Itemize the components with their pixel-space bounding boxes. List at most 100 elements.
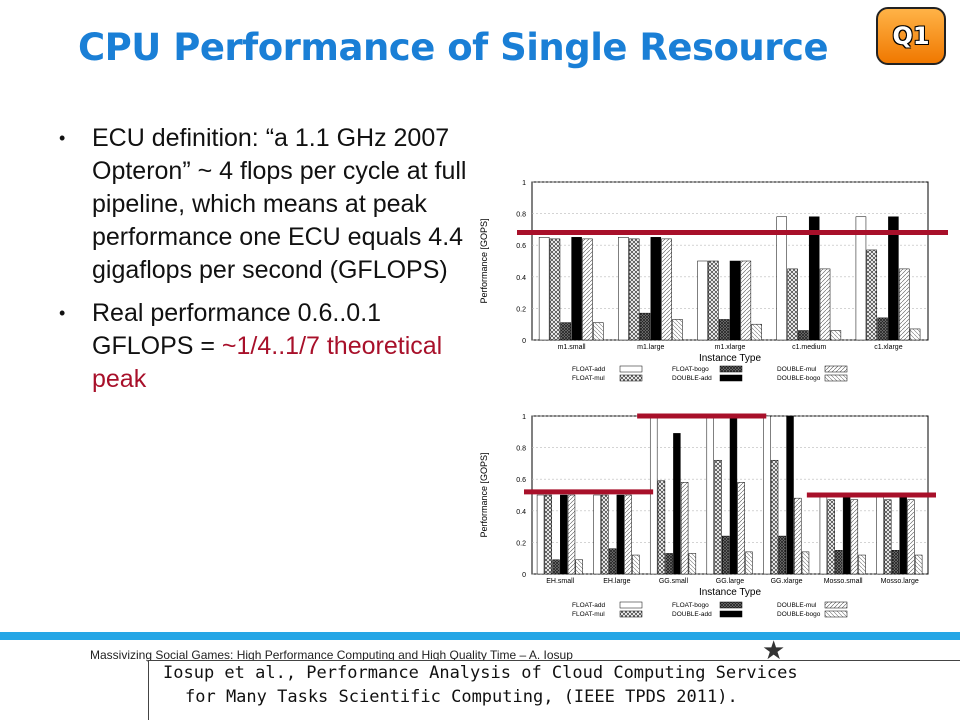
performance-chart-1: 0 0.2 0.4 0.6 0.8 1 Performance [GOPS] m1.small… — [479, 180, 948, 382]
bar-float-mul — [601, 494, 609, 575]
bar-float-mul — [827, 499, 835, 575]
bar-double-bogo — [688, 553, 697, 575]
x-tick-label: c1.xlarge — [874, 344, 903, 351]
bar-float-add — [593, 494, 601, 575]
footer-text: Massivizing Social Games: High Performan… — [90, 648, 573, 662]
x-tick-label: m1.xlarge — [715, 344, 746, 351]
bar-double-mul — [740, 260, 752, 341]
bar-double-add — [560, 494, 568, 575]
bar-float-add — [618, 237, 629, 341]
bar-float-mul — [770, 459, 779, 575]
bullet-list: • ECU definition: “a 1.1 GHz 2007 Optero… — [55, 122, 475, 406]
legend-label: DOUBLE-add — [672, 375, 712, 382]
bar-float-add — [876, 494, 884, 575]
legend-swatch — [719, 374, 743, 382]
bar-double-mul — [907, 499, 915, 575]
bar-float-mul — [714, 459, 722, 575]
bar-float-mul — [708, 260, 719, 341]
bar-double-add — [842, 494, 851, 575]
bullet-item: • Real performance 0.6..0.1 GFLOPS = ~1/… — [55, 297, 475, 396]
bar-double-mul — [661, 238, 672, 341]
y-tick-label: 0.2 — [516, 306, 526, 313]
bar-float-mul — [866, 249, 878, 341]
bar-double-add — [616, 494, 625, 575]
x-tick-label: GG.small — [659, 578, 689, 585]
legend-swatch — [619, 610, 643, 618]
x-tick-label: c1.medium — [792, 344, 826, 351]
legend-label: DOUBLE-bogo — [777, 611, 821, 618]
citation-line-1: Iosup et al., Performance Analysis of Cl… — [163, 663, 798, 683]
y-tick-label: 0.8 — [516, 212, 526, 219]
bullet-text: ECU definition: “a 1.1 GHz 2007 Opteron”… — [92, 124, 467, 284]
bar-float-bogo — [891, 550, 900, 575]
bar-float-bogo — [639, 312, 651, 341]
bar-double-add — [888, 216, 899, 341]
bar-double-mul — [898, 268, 910, 341]
legend-swatch — [619, 365, 643, 373]
bar-float-add — [649, 415, 658, 575]
y-tick-label: 0.6 — [516, 477, 526, 484]
bar-double-mul — [794, 497, 802, 575]
slide-title: CPU Performance of Single Resource — [78, 26, 829, 69]
bar-double-bogo — [858, 554, 866, 575]
bar-double-bogo — [745, 551, 753, 575]
bar-double-bogo — [909, 328, 921, 341]
bar-float-add — [776, 216, 788, 341]
bar-float-mul — [628, 238, 640, 341]
bar-double-mul — [737, 482, 745, 575]
legend-swatch — [824, 601, 848, 609]
bar-double-add — [673, 433, 681, 575]
bar-double-bogo — [592, 322, 604, 341]
y-tick-label: 1 — [522, 414, 526, 421]
bar-float-bogo — [608, 548, 617, 575]
x-tick-label: EH.small — [546, 578, 574, 585]
bar-float-mul — [657, 480, 666, 575]
x-tick-label: Mosso.small — [824, 578, 863, 585]
legend-swatch — [719, 610, 743, 618]
bar-double-add — [899, 494, 907, 575]
bar-float-bogo — [835, 550, 843, 575]
y-tick-label: 0.4 — [516, 509, 526, 516]
bar-double-add — [729, 260, 741, 341]
x-tick-label: m1.large — [637, 344, 664, 351]
bar-double-add — [571, 237, 582, 341]
x-tick-label: EH.large — [603, 578, 630, 585]
bar-double-add — [729, 415, 738, 575]
bar-float-bogo — [552, 559, 560, 575]
legend-label: DOUBLE-bogo — [777, 375, 821, 382]
legend-swatch — [619, 601, 643, 609]
y-tick-label: 0.2 — [516, 540, 526, 547]
x-tick-label: GG.xlarge — [771, 578, 803, 585]
bar-double-add — [650, 237, 662, 341]
bar-float-bogo — [778, 535, 787, 575]
bar-float-bogo — [798, 330, 809, 341]
bar-double-mul — [567, 494, 576, 575]
citation-box: Iosup et al., Performance Analysis of Cl… — [148, 660, 960, 720]
y-tick-label: 0.6 — [516, 243, 526, 250]
bullet-dot-icon: • — [59, 303, 66, 323]
legend-label: FLOAT-add — [572, 602, 606, 609]
bar-double-mul — [850, 499, 859, 575]
bar-double-mul — [624, 494, 632, 575]
bullet-text: Real performance 0.6..0.1 GFLOPS = — [92, 299, 382, 360]
bar-float-add — [706, 415, 714, 575]
legend-label: FLOAT-mul — [572, 611, 605, 618]
y-axis-label: Performance [GOPS] — [479, 218, 489, 303]
y-tick-label: 0.8 — [516, 446, 526, 453]
bar-double-bogo — [830, 330, 842, 341]
bar-double-bogo — [632, 554, 640, 575]
bar-float-bogo — [722, 535, 730, 575]
bullet-dot-icon: • — [59, 128, 66, 148]
legend-swatch — [719, 601, 743, 609]
bar-float-add — [819, 494, 828, 575]
x-tick-label: GG.large — [716, 578, 745, 585]
y-tick-label: 0.4 — [516, 275, 526, 282]
bar-float-add — [763, 415, 771, 575]
y-tick-label: 0 — [522, 572, 526, 579]
logo-icon: ★ — [762, 636, 786, 666]
bar-float-bogo — [718, 319, 730, 341]
legend-swatch — [824, 374, 848, 382]
legend-swatch — [719, 365, 743, 373]
performance-chart-2: 0 0.2 0.4 0.6 0.8 1 Performance [GOPS] EH.small… — [479, 413, 936, 618]
footer-bar — [0, 632, 960, 640]
